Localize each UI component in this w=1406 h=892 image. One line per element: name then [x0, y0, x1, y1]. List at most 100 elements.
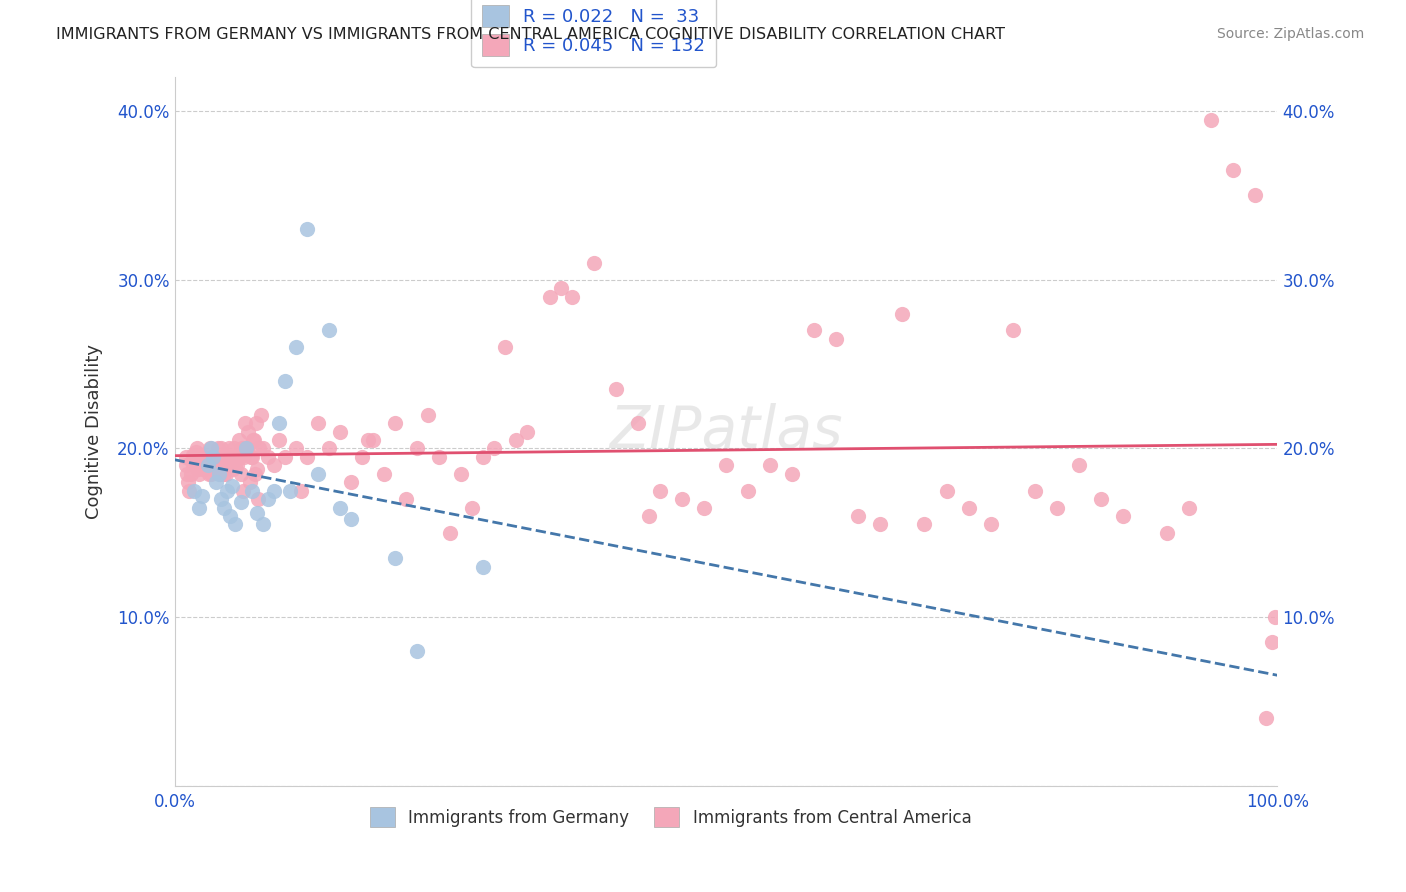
Point — [202, 450, 225, 464]
Point — [318, 442, 340, 456]
Point — [439, 525, 461, 540]
Point — [208, 455, 231, 469]
Point — [340, 512, 363, 526]
Point — [284, 340, 307, 354]
Point — [197, 458, 219, 473]
Point — [207, 442, 229, 456]
Point — [243, 467, 266, 481]
Point — [505, 433, 527, 447]
Point — [671, 492, 693, 507]
Point — [208, 467, 231, 481]
Point — [1046, 500, 1069, 515]
Point — [329, 500, 352, 515]
Point — [427, 450, 450, 464]
Point — [1112, 508, 1135, 523]
Point — [194, 461, 217, 475]
Point — [233, 416, 256, 430]
Text: ZIPatlas: ZIPatlas — [609, 403, 842, 460]
Point — [238, 475, 260, 490]
Point — [193, 461, 215, 475]
Point — [246, 461, 269, 475]
Point — [249, 442, 271, 456]
Point — [228, 433, 250, 447]
Point — [202, 450, 225, 464]
Point — [176, 467, 198, 481]
Point — [226, 458, 249, 473]
Point — [183, 458, 205, 473]
Point — [222, 461, 245, 475]
Point — [208, 467, 231, 481]
Point — [384, 416, 406, 430]
Point — [280, 483, 302, 498]
Legend: Immigrants from Germany, Immigrants from Central America: Immigrants from Germany, Immigrants from… — [364, 800, 979, 834]
Point — [181, 455, 204, 469]
Point — [891, 307, 914, 321]
Point — [340, 475, 363, 490]
Point — [759, 458, 782, 473]
Point — [284, 442, 307, 456]
Point — [191, 489, 214, 503]
Point — [582, 256, 605, 270]
Point — [197, 467, 219, 481]
Point — [191, 450, 214, 464]
Point — [232, 483, 254, 498]
Point — [209, 492, 232, 507]
Point — [205, 475, 228, 490]
Point — [212, 450, 235, 464]
Point — [181, 448, 204, 462]
Point — [219, 450, 242, 464]
Point — [218, 442, 240, 456]
Point — [825, 332, 848, 346]
Point — [257, 450, 280, 464]
Point — [247, 492, 270, 507]
Point — [869, 517, 891, 532]
Point — [263, 458, 285, 473]
Point — [418, 408, 440, 422]
Point — [187, 467, 209, 481]
Point — [561, 290, 583, 304]
Point — [269, 416, 291, 430]
Point — [361, 433, 384, 447]
Point — [472, 559, 495, 574]
Point — [239, 450, 262, 464]
Point — [295, 450, 318, 464]
Point — [187, 500, 209, 515]
Point — [188, 451, 211, 466]
Point — [229, 467, 252, 481]
Point — [307, 467, 329, 481]
Point — [269, 433, 291, 447]
Point — [202, 461, 225, 475]
Point — [243, 433, 266, 447]
Point — [329, 425, 352, 439]
Point — [183, 483, 205, 498]
Point — [252, 442, 274, 456]
Point — [803, 323, 825, 337]
Point — [221, 478, 243, 492]
Y-axis label: Cognitive Disability: Cognitive Disability — [86, 344, 103, 519]
Point — [274, 450, 297, 464]
Point — [217, 458, 239, 473]
Point — [235, 442, 257, 456]
Point — [461, 500, 484, 515]
Point — [714, 458, 737, 473]
Point — [238, 425, 260, 439]
Point — [350, 450, 373, 464]
Point — [212, 467, 235, 481]
Point — [957, 500, 980, 515]
Point — [187, 461, 209, 475]
Point — [450, 467, 472, 481]
Point — [246, 506, 269, 520]
Point — [373, 467, 395, 481]
Point — [935, 483, 957, 498]
Point — [195, 458, 218, 473]
Point — [472, 450, 495, 464]
Text: IMMIGRANTS FROM GERMANY VS IMMIGRANTS FROM CENTRAL AMERICA COGNITIVE DISABILITY : IMMIGRANTS FROM GERMANY VS IMMIGRANTS FR… — [56, 27, 1005, 42]
Point — [516, 425, 538, 439]
Point — [197, 455, 219, 469]
Point — [627, 416, 650, 430]
Point — [274, 374, 297, 388]
Point — [218, 450, 240, 464]
Point — [242, 433, 264, 447]
Point — [211, 458, 233, 473]
Point — [1090, 492, 1112, 507]
